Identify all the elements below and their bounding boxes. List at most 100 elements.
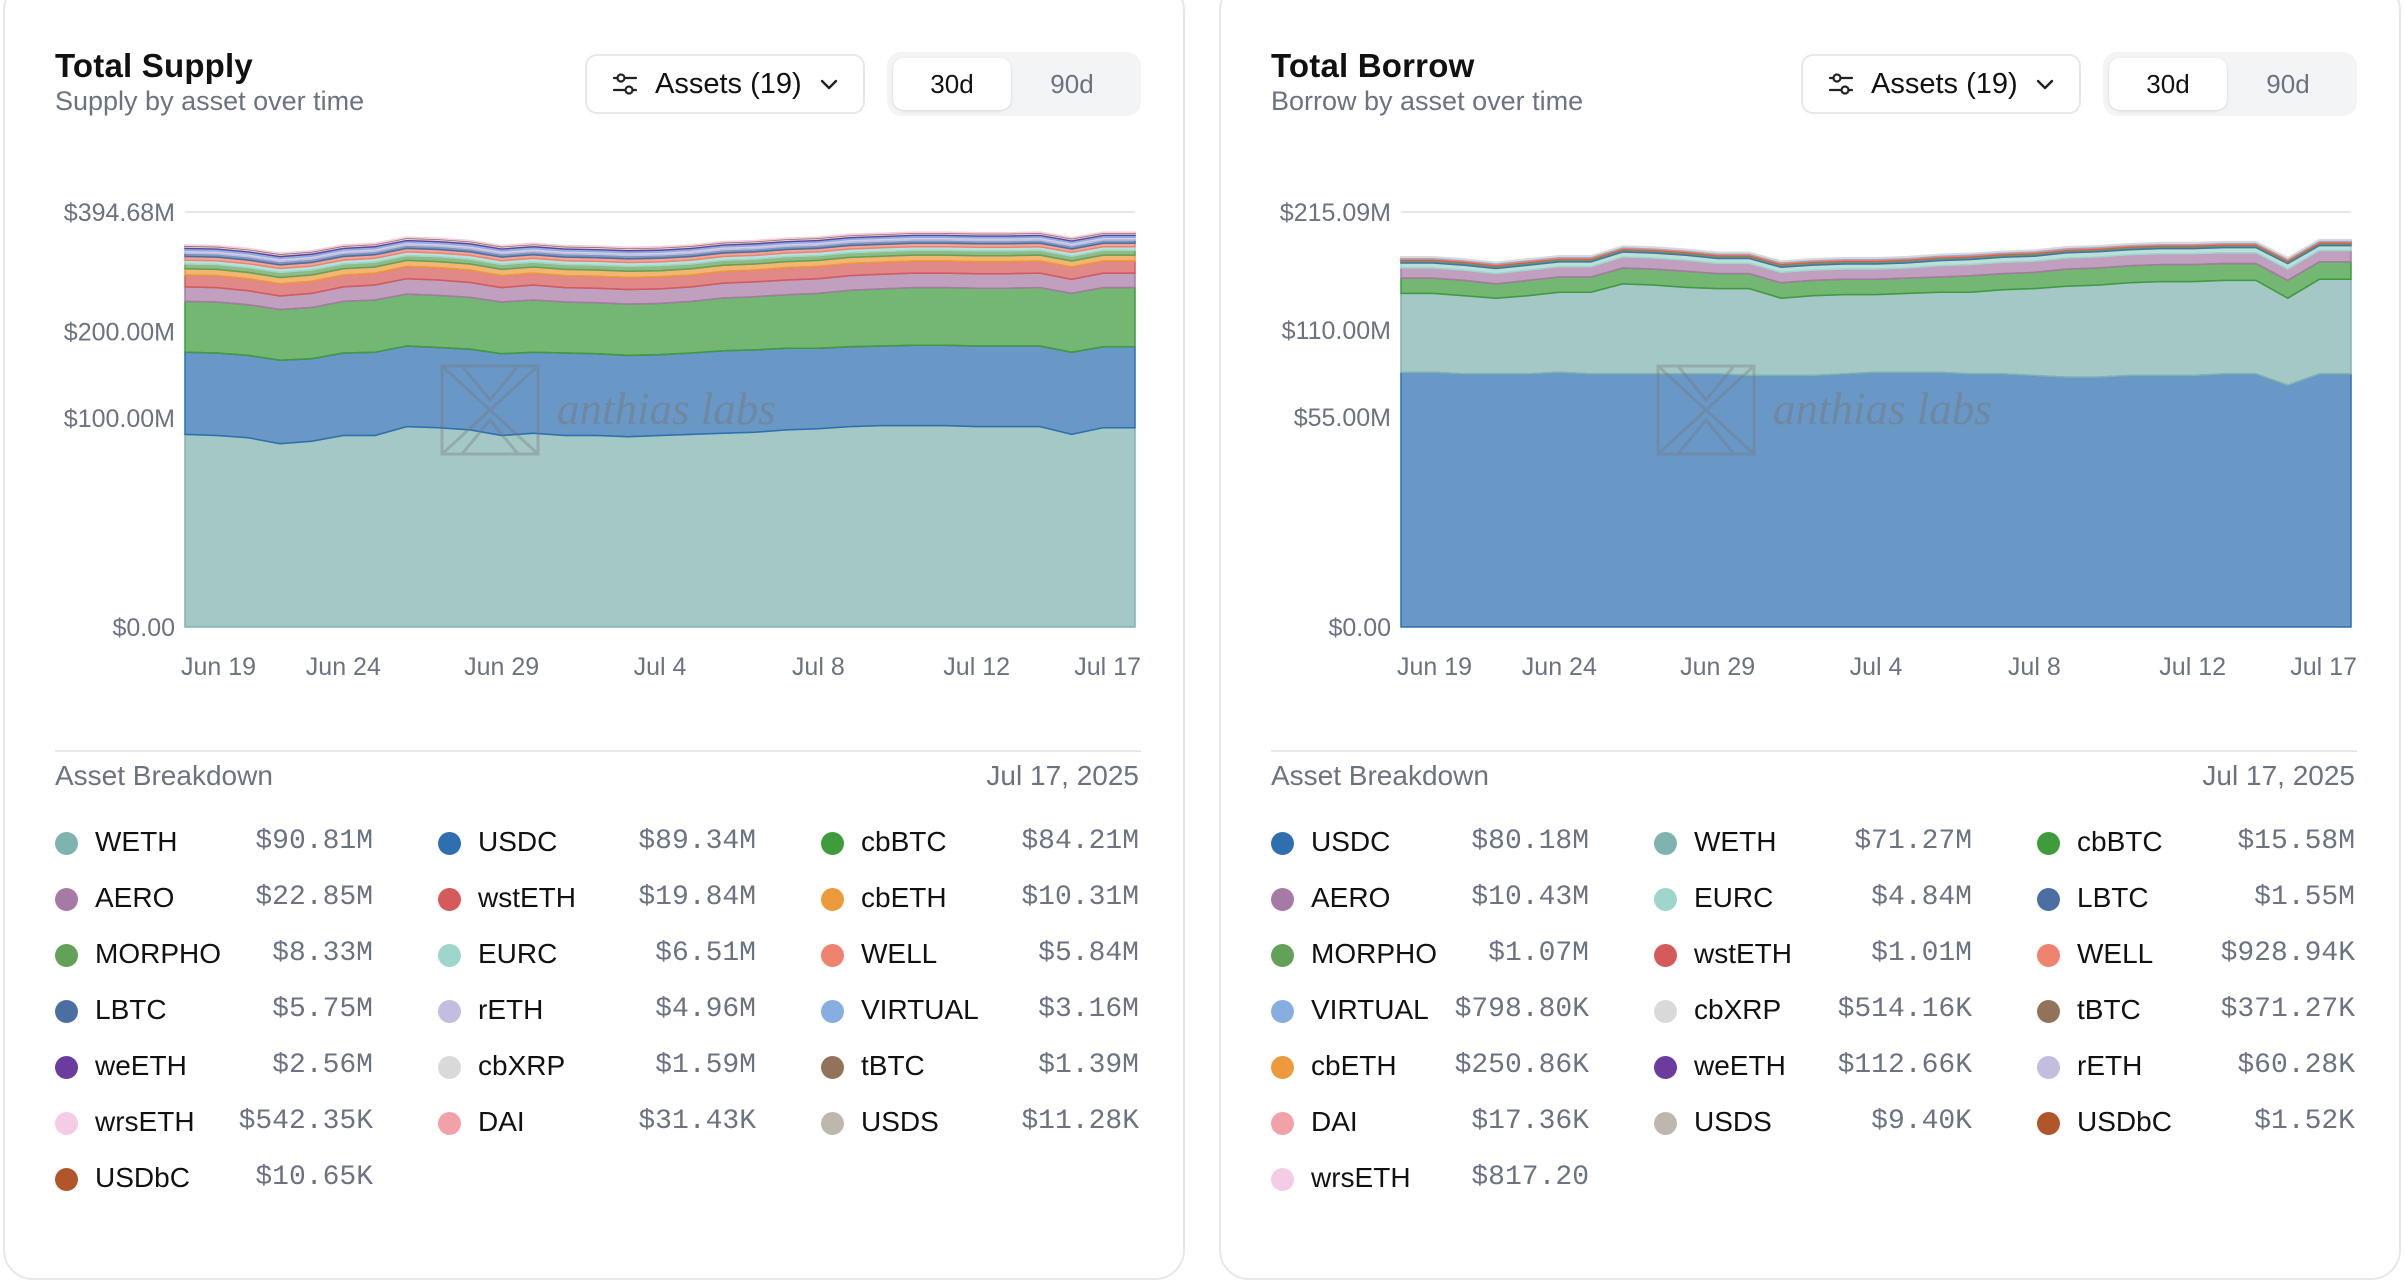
color-dot [821, 1112, 844, 1135]
breakdown-item-aero: AERO $10.43M [1271, 878, 1589, 918]
breakdown-date: Jul 17, 2025 [986, 760, 1139, 791]
y-tick-label: $200.00M [64, 319, 175, 347]
asset-name: DAI [1311, 1106, 1358, 1137]
x-tick-label: Jul 8 [792, 653, 845, 681]
asset-name: cbETH [1311, 1050, 1397, 1081]
panel-title: Total Borrow [1271, 47, 1475, 84]
color-dot [1271, 1112, 1294, 1135]
asset-value: $112.66K [1837, 1050, 1972, 1081]
color-dot [55, 888, 78, 911]
asset-value: $10.65K [255, 1162, 373, 1193]
breakdown-item-wrseth: wrsETH $542.35K [55, 1102, 373, 1142]
assets-filter-label: Assets (19) [1871, 67, 2018, 100]
breakdown-item-cbeth: cbETH $10.31M [821, 878, 1139, 918]
color-dot [2037, 1000, 2060, 1023]
asset-value: $19.84M [638, 882, 756, 913]
asset-value: $2.56M [272, 1050, 373, 1081]
asset-value: $1.52K [2254, 1106, 2355, 1137]
breakdown-item-virtual: VIRTUAL $3.16M [821, 990, 1139, 1030]
asset-value: $4.96M [655, 994, 756, 1025]
breakdown-item-wrseth: wrsETH $817.20 [1271, 1158, 1589, 1198]
asset-name: LBTC [2077, 882, 2149, 913]
area-wrseth [184, 231, 1136, 255]
asset-name: WELL [861, 938, 938, 969]
asset-name: rETH [478, 994, 544, 1025]
breakdown-item-tbtc: tBTC $1.39M [821, 1046, 1139, 1086]
breakdown-item-wsteth: wstETH $1.01M [1654, 934, 1972, 974]
total-borrow-panel: Total Borrow Borrow by asset over time A… [1219, 0, 2401, 1280]
breakdown-title: Asset Breakdown [55, 760, 273, 791]
breakdown-item-wsteth: wstETH $19.84M [438, 878, 756, 918]
range-90d-button[interactable]: 90d [1050, 68, 1094, 99]
assets-filter-label: Assets (19) [655, 67, 802, 100]
color-dot [821, 944, 844, 967]
color-dot [55, 944, 78, 967]
breakdown-item-usdc: USDC $80.18M [1271, 822, 1589, 862]
assets-filter-button[interactable]: Assets (19) [585, 54, 865, 114]
chevron-down-icon [820, 79, 837, 90]
asset-name: wstETH [1694, 938, 1792, 969]
asset-value: $10.43M [1471, 882, 1589, 913]
asset-value: $1.55M [2254, 882, 2355, 913]
asset-name: WELL [2077, 938, 2154, 969]
breakdown-title: Asset Breakdown [1271, 760, 1489, 791]
color-dot [438, 944, 461, 967]
asset-value: $250.86K [1454, 1050, 1589, 1081]
breakdown-item-cbbtc: cbBTC $84.21M [821, 822, 1139, 862]
assets-filter-button[interactable]: Assets (19) [1801, 54, 2081, 114]
asset-value: $15.58M [2237, 826, 2355, 857]
breakdown-item-cbeth: cbETH $250.86K [1271, 1046, 1589, 1086]
color-dot [1271, 1000, 1294, 1023]
breakdown-item-usdc: USDC $89.34M [438, 822, 756, 862]
x-tick-label: Jul 17 [2290, 653, 2357, 681]
asset-name: DAI [478, 1106, 525, 1137]
range-90d-button[interactable]: 90d [2266, 68, 2310, 99]
breakdown-item-virtual: VIRTUAL $798.80K [1271, 990, 1589, 1030]
asset-name: WETH [1694, 826, 1777, 857]
color-dot [2037, 832, 2060, 855]
asset-value: $1.01M [1871, 938, 1972, 969]
y-tick-label: $55.00M [1294, 404, 1391, 432]
color-dot [2037, 1056, 2060, 1079]
range-toggle: 30d 90d [2103, 52, 2357, 116]
breakdown-item-morpho: MORPHO $1.07M [1271, 934, 1589, 974]
breakdown-item-usdbc: USDbC $1.52K [2037, 1102, 2355, 1142]
x-tick-label: Jul 8 [2008, 653, 2061, 681]
asset-name: cbXRP [478, 1050, 566, 1081]
color-dot [821, 888, 844, 911]
color-dot [438, 1056, 461, 1079]
watermark-logo [440, 364, 540, 456]
breakdown-item-usds: USDS $11.28K [821, 1102, 1139, 1142]
breakdown-item-eurc: EURC $4.84M [1654, 878, 1972, 918]
y-tick-label: $0.00 [1328, 614, 1391, 642]
asset-value: $1.07M [1488, 938, 1589, 969]
breakdown-item-weeth: weETH $2.56M [55, 1046, 373, 1086]
breakdown-item-tbtc: tBTC $371.27K [2037, 990, 2355, 1030]
breakdown-item-lbtc: LBTC $5.75M [55, 990, 373, 1030]
asset-name: USDS [861, 1106, 939, 1137]
asset-value: $1.39M [1038, 1050, 1139, 1081]
color-dot [1654, 888, 1677, 911]
color-dot [55, 1112, 78, 1135]
panel-subtitle: Borrow by asset over time [1271, 86, 1584, 116]
asset-value: $3.16M [1038, 994, 1139, 1025]
breakdown-item-dai: DAI $17.36K [1271, 1102, 1589, 1142]
breakdown-item-lbtc: LBTC $1.55M [2037, 878, 2355, 918]
range-30d-button[interactable]: 30d [893, 58, 1011, 110]
watermark-shape [440, 364, 540, 456]
asset-name: MORPHO [1311, 938, 1437, 969]
watermark-shape [1674, 417, 1738, 456]
range-30d-button[interactable]: 30d [2109, 58, 2227, 110]
x-tick-label: Jun 24 [306, 653, 381, 681]
asset-name: cbXRP [1694, 994, 1782, 1025]
breakdown-item-well: WELL $928.94K [2037, 934, 2355, 974]
y-tick-label: $215.09M [1280, 199, 1391, 227]
asset-name: VIRTUAL [1311, 994, 1429, 1025]
panel-subtitle: Supply by asset over time [55, 86, 365, 116]
y-tick-label: $100.00M [64, 405, 175, 433]
asset-value: $371.27K [2220, 994, 2355, 1025]
watermark-text: anthias labs [557, 384, 776, 434]
color-dot [55, 832, 78, 855]
asset-value: $5.75M [272, 994, 373, 1025]
color-dot [1271, 1168, 1294, 1191]
